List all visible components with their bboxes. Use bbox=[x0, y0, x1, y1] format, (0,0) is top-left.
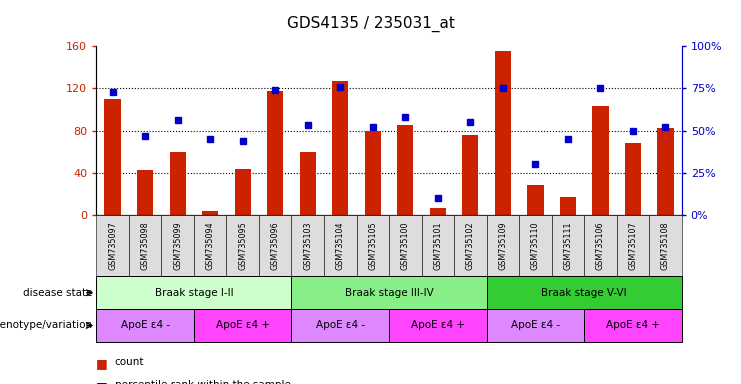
Text: ApoE ε4 -: ApoE ε4 - bbox=[316, 320, 365, 331]
Text: percentile rank within the sample: percentile rank within the sample bbox=[115, 380, 290, 384]
Text: GSM735099: GSM735099 bbox=[173, 222, 182, 270]
Bar bbox=[137, 170, 153, 215]
Text: GSM735105: GSM735105 bbox=[368, 222, 377, 270]
Bar bbox=[462, 135, 479, 215]
Text: GSM735095: GSM735095 bbox=[238, 222, 247, 270]
Bar bbox=[170, 152, 186, 215]
Text: GSM735106: GSM735106 bbox=[596, 222, 605, 270]
Text: GSM735101: GSM735101 bbox=[433, 222, 442, 270]
Text: genotype/variation: genotype/variation bbox=[0, 320, 93, 331]
Text: ApoE ε4 -: ApoE ε4 - bbox=[511, 320, 560, 331]
Bar bbox=[365, 131, 381, 215]
Text: GSM735104: GSM735104 bbox=[336, 222, 345, 270]
Text: GSM735094: GSM735094 bbox=[206, 222, 215, 270]
Bar bbox=[559, 197, 576, 215]
Text: GSM735111: GSM735111 bbox=[563, 222, 572, 270]
Bar bbox=[267, 91, 283, 215]
Text: Braak stage V-VI: Braak stage V-VI bbox=[542, 288, 627, 298]
Text: Braak stage I-II: Braak stage I-II bbox=[155, 288, 233, 298]
Text: GSM735096: GSM735096 bbox=[270, 222, 279, 270]
Bar bbox=[397, 125, 413, 215]
Bar bbox=[430, 208, 446, 215]
Text: disease state: disease state bbox=[23, 288, 93, 298]
Text: GDS4135 / 235031_at: GDS4135 / 235031_at bbox=[287, 15, 454, 31]
Text: ApoE ε4 +: ApoE ε4 + bbox=[411, 320, 465, 331]
Text: GSM735107: GSM735107 bbox=[628, 222, 637, 270]
Bar bbox=[657, 128, 674, 215]
Bar bbox=[592, 106, 608, 215]
Text: GSM735102: GSM735102 bbox=[466, 222, 475, 270]
Text: GSM735103: GSM735103 bbox=[303, 222, 312, 270]
Bar bbox=[495, 51, 511, 215]
Text: GSM735110: GSM735110 bbox=[531, 222, 540, 270]
Bar bbox=[235, 169, 250, 215]
Text: GSM735097: GSM735097 bbox=[108, 222, 117, 270]
Text: GSM735098: GSM735098 bbox=[141, 222, 150, 270]
Text: ApoE ε4 +: ApoE ε4 + bbox=[216, 320, 270, 331]
Bar bbox=[625, 143, 641, 215]
Text: GSM735109: GSM735109 bbox=[499, 222, 508, 270]
Bar bbox=[104, 99, 121, 215]
Text: GSM735100: GSM735100 bbox=[401, 222, 410, 270]
Text: ApoE ε4 +: ApoE ε4 + bbox=[606, 320, 660, 331]
Bar bbox=[299, 152, 316, 215]
Bar bbox=[528, 185, 543, 215]
Text: ApoE ε4 -: ApoE ε4 - bbox=[121, 320, 170, 331]
Text: count: count bbox=[115, 357, 144, 367]
Text: GSM735108: GSM735108 bbox=[661, 222, 670, 270]
Text: ■: ■ bbox=[96, 380, 108, 384]
Text: Braak stage III-IV: Braak stage III-IV bbox=[345, 288, 433, 298]
Bar bbox=[332, 81, 348, 215]
Text: ■: ■ bbox=[96, 357, 108, 370]
Bar bbox=[202, 211, 219, 215]
